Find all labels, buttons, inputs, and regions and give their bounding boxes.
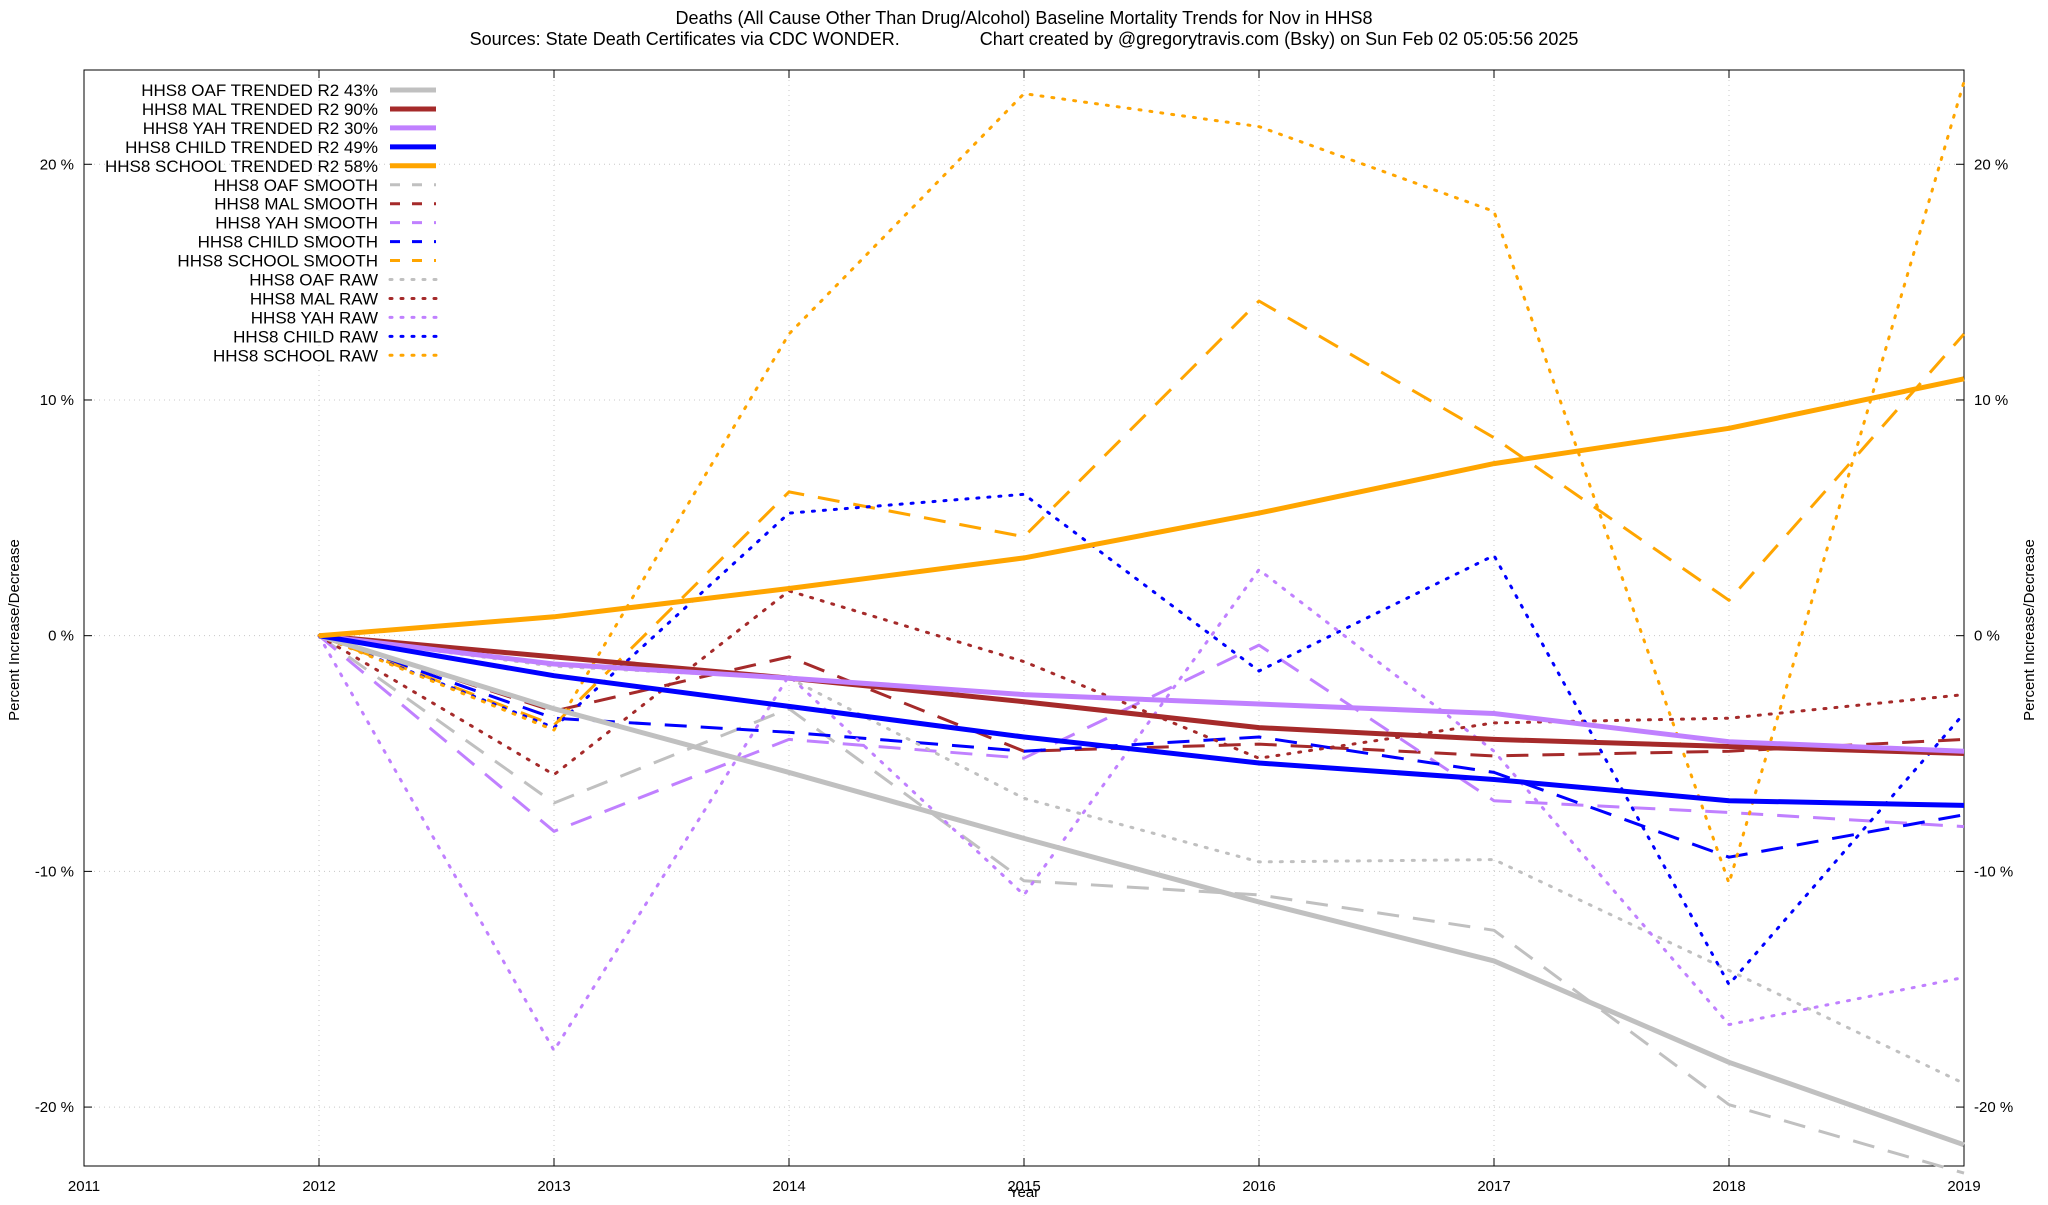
x-tick-label: 2016 [1242,1178,1275,1195]
legend-label: HHS8 CHILD SMOOTH [198,233,378,252]
series-line-hhs8-school-smooth [318,299,1966,727]
y-tick-label: 20 % [40,156,74,173]
x-tick-label: 2013 [537,1178,570,1195]
legend-label: HHS8 YAH TRENDED R2 30% [143,119,378,138]
series-line-hhs8-yah-trended-r2-30 [318,633,1965,754]
series-line-hhs8-child-trended-r2-49 [318,633,1965,808]
x-tick-label: 2012 [302,1178,335,1195]
y2-axis-label: Percent Increase/Decrease [2021,539,2038,721]
series-line-hhs8-yah-raw [317,568,1966,1052]
series-line-hhs8-oaf-trended-r2-43 [318,633,1965,1148]
chart-subtitle: Sources: State Death Certificates via CD… [470,29,1579,49]
legend-label: HHS8 CHILD TRENDED R2 49% [125,138,378,157]
legend-label: HHS8 MAL TRENDED R2 90% [142,100,378,119]
legend: HHS8 OAF TRENDED R2 43%HHS8 MAL TRENDED … [105,81,438,365]
y2-tick-label: 10 % [1974,392,2008,409]
y-tick-label: 0 % [48,628,74,645]
axis-ticks: 2011 2012 2013 2014 2015 2016 2017 2018 2019 20 %… [35,70,2013,1195]
legend-label: HHS8 CHILD RAW [233,327,378,346]
x-tick-label: 2015 [1007,1178,1040,1195]
series-line-hhs8-child-raw [317,492,1966,986]
legend-label: HHS8 MAL SMOOTH [214,195,378,214]
series-line-hhs8-oaf-raw [317,634,1966,1085]
chart-title: Deaths (All Cause Other Than Drug/Alcoho… [676,8,1373,28]
x-tick-label: 2019 [1947,1178,1980,1195]
grid [84,70,1964,1166]
legend-label: HHS8 SCHOOL TRENDED R2 58% [105,157,378,176]
x-tick-label: 2011 [68,1178,100,1195]
legend-label: HHS8 MAL RAW [250,289,378,308]
y-axis-label: Percent Increase/Decrease [6,539,23,721]
series-line-hhs8-mal-smooth [318,634,1965,758]
legend-label: HHS8 SCHOOL SMOOTH [177,252,378,271]
legend-label: HHS8 OAF RAW [249,271,378,290]
y-tick-label: -10 % [35,863,74,880]
y-tick-label: 10 % [40,392,74,409]
series-line-hhs8-school-trended-r2-58 [318,376,1965,639]
x-tick-label: 2018 [1712,1178,1745,1195]
series-line-hhs8-school-raw [317,80,1966,885]
x-axis-label: Year [1009,1184,1039,1200]
y2-tick-label: 0 % [1974,628,2000,645]
legend-label: HHS8 YAH SMOOTH [215,214,378,233]
legend-label: HHS8 YAH RAW [251,308,378,327]
y2-tick-label: 20 % [1974,156,2008,173]
y2-tick-label: -10 % [1974,863,2013,880]
legend-label: HHS8 OAF SMOOTH [214,176,378,195]
series-line-hhs8-oaf-smooth [318,634,1965,1175]
legend-label: HHS8 OAF TRENDED R2 43% [141,81,378,100]
y-tick-label: -20 % [35,1099,74,1116]
legend-label: HHS8 SCHOOL RAW [213,346,378,365]
series-lines [317,80,1966,1175]
x-tick-label: 2014 [772,1178,805,1195]
x-tick-label: 2017 [1477,1178,1510,1195]
y2-tick-label: -20 % [1974,1099,2013,1116]
series-line-hhs8-yah-smooth [318,634,1965,833]
series-line-hhs8-mal-trended-r2-90 [318,633,1965,756]
